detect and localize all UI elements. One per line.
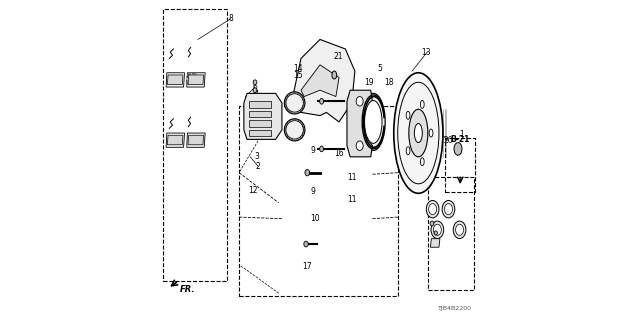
Ellipse shape xyxy=(445,204,452,215)
Ellipse shape xyxy=(394,73,443,193)
Bar xyxy=(248,130,271,136)
Text: 19: 19 xyxy=(364,78,374,87)
Ellipse shape xyxy=(406,111,410,119)
Polygon shape xyxy=(166,73,184,87)
Ellipse shape xyxy=(362,93,385,150)
Ellipse shape xyxy=(414,124,422,142)
Text: 21: 21 xyxy=(333,52,343,61)
Text: 20: 20 xyxy=(444,136,453,146)
Ellipse shape xyxy=(409,109,428,157)
Text: 2: 2 xyxy=(256,162,260,171)
Bar xyxy=(248,101,271,108)
Text: 4: 4 xyxy=(332,78,337,87)
Polygon shape xyxy=(188,75,204,84)
Text: 3: 3 xyxy=(254,152,259,161)
Text: 1: 1 xyxy=(459,130,463,139)
Polygon shape xyxy=(166,133,184,147)
Ellipse shape xyxy=(253,88,257,92)
Bar xyxy=(163,9,227,281)
Text: 10: 10 xyxy=(310,214,320,223)
Polygon shape xyxy=(168,135,183,145)
Polygon shape xyxy=(188,135,204,145)
Bar xyxy=(248,120,271,127)
Polygon shape xyxy=(430,239,440,247)
Text: 11: 11 xyxy=(347,173,356,182)
Polygon shape xyxy=(187,73,205,87)
Ellipse shape xyxy=(426,200,439,218)
Bar xyxy=(445,138,476,192)
Ellipse shape xyxy=(356,97,363,106)
Ellipse shape xyxy=(429,204,436,215)
Ellipse shape xyxy=(420,100,424,108)
Ellipse shape xyxy=(320,146,323,152)
Text: 12: 12 xyxy=(248,106,258,115)
Ellipse shape xyxy=(286,94,303,112)
Text: 9: 9 xyxy=(310,187,316,196)
Polygon shape xyxy=(291,39,355,122)
Ellipse shape xyxy=(420,158,424,166)
Ellipse shape xyxy=(284,92,305,114)
Text: 14: 14 xyxy=(293,63,303,73)
Ellipse shape xyxy=(453,221,466,238)
Text: 9: 9 xyxy=(310,146,316,155)
Text: 11: 11 xyxy=(347,195,356,204)
Ellipse shape xyxy=(431,221,444,238)
Ellipse shape xyxy=(397,82,439,184)
Ellipse shape xyxy=(356,141,363,150)
Polygon shape xyxy=(301,65,339,97)
Polygon shape xyxy=(187,74,196,83)
Text: 8: 8 xyxy=(228,14,233,23)
Ellipse shape xyxy=(332,71,337,79)
Bar xyxy=(428,178,474,290)
Ellipse shape xyxy=(406,147,410,155)
Ellipse shape xyxy=(320,99,323,104)
Text: B-21: B-21 xyxy=(451,135,470,144)
Text: 6: 6 xyxy=(253,83,257,92)
Ellipse shape xyxy=(454,142,462,155)
Text: 12: 12 xyxy=(248,186,258,195)
Ellipse shape xyxy=(304,241,308,247)
Text: FR.: FR. xyxy=(180,285,195,294)
Ellipse shape xyxy=(284,119,305,141)
Ellipse shape xyxy=(253,80,257,85)
Bar xyxy=(248,111,271,117)
Ellipse shape xyxy=(305,170,310,176)
Polygon shape xyxy=(244,93,282,140)
Text: 13: 13 xyxy=(422,48,431,57)
Ellipse shape xyxy=(365,100,382,143)
Polygon shape xyxy=(347,90,372,157)
Ellipse shape xyxy=(433,224,442,235)
Ellipse shape xyxy=(286,121,303,139)
Ellipse shape xyxy=(430,221,434,226)
Text: 17: 17 xyxy=(302,262,312,271)
Ellipse shape xyxy=(434,231,437,235)
Ellipse shape xyxy=(442,200,455,218)
Polygon shape xyxy=(187,133,205,147)
Text: 18: 18 xyxy=(385,78,394,87)
Bar xyxy=(239,106,397,296)
Ellipse shape xyxy=(456,224,463,235)
Text: TJB4B2200: TJB4B2200 xyxy=(438,306,472,311)
Ellipse shape xyxy=(429,129,433,137)
Text: 7: 7 xyxy=(253,91,259,100)
Text: 15: 15 xyxy=(293,71,303,80)
Polygon shape xyxy=(168,75,183,84)
Text: 5: 5 xyxy=(378,63,383,73)
Text: 16: 16 xyxy=(334,149,344,158)
